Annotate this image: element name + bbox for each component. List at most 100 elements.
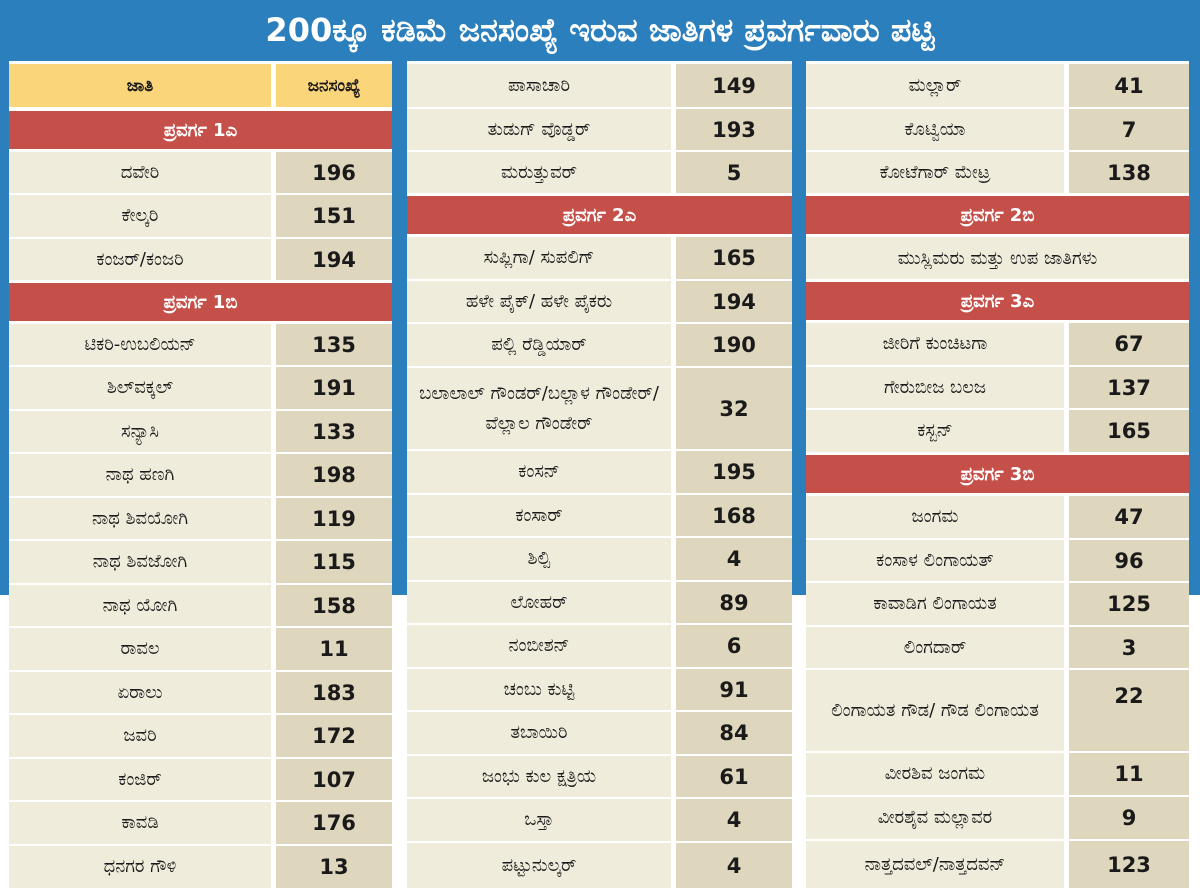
table-row: ಲಿಂಗದಾರ್ 3 bbox=[806, 627, 1189, 668]
caste-name: ಕಂಸಾಳ ಲಿಂಗಾಯತ್ bbox=[806, 540, 1069, 581]
table-row: ಸನ್ಯಾಸಿ 133 bbox=[9, 411, 392, 452]
population-count: 9 bbox=[1069, 797, 1189, 839]
caste-name: ಲಿಂಗದಾರ್ bbox=[806, 627, 1069, 668]
table-row: ಗೇರುಬೀಜ ಬಲಜ 137 bbox=[806, 367, 1189, 408]
table-row: ಶಿಲ್‌ವಕ್ಕಲ್ 191 bbox=[9, 367, 392, 409]
caste-name: ಕಾವಡಿ bbox=[9, 802, 276, 844]
caste-name: ಪಲ್ಲಿ ರೆಡ್ಡಿಯಾರ್ bbox=[407, 324, 676, 366]
population-count: 194 bbox=[676, 281, 792, 322]
caste-name: ನಾಥ ಶಿವಯೋಗಿ bbox=[9, 498, 276, 539]
caste-name: ನಾಥ ಶಿವಜೋಗಿ bbox=[9, 541, 276, 583]
population-count: 22 bbox=[1069, 670, 1189, 751]
population-count: 91 bbox=[676, 669, 792, 710]
header-population: ಜನಸಂಖ್ಯೆ bbox=[276, 64, 392, 107]
table-row: ಪಲ್ಲಿ ರೆಡ್ಡಿಯಾರ್ 190 bbox=[407, 324, 792, 366]
table-row: ಮರುತ್ತುವರ್ 5 bbox=[407, 152, 792, 193]
population-count: 107 bbox=[276, 759, 392, 800]
table-row: ಹಳೇ ಪೈಕ್/ ಹಳೇ ಪೈಕರು 194 bbox=[407, 281, 792, 322]
population-count: 96 bbox=[1069, 540, 1189, 581]
population-count: 191 bbox=[276, 367, 392, 409]
caste-name: ಶಿಲ್ಪಿ bbox=[407, 538, 676, 580]
caste-name: ಜವರಿ bbox=[9, 715, 276, 757]
caste-name: ಸುಪ್ಲಿಗಾ/ ಸುಪಲಿಗ್ bbox=[407, 237, 676, 279]
caste-name: ನಾಥ ಹಣಗಿ bbox=[9, 454, 276, 496]
table-row: ಕಾವಾಡಿಗ ಲಿಂಗಾಯತ 125 bbox=[806, 583, 1189, 625]
column-1: ಜಾತಿ ಜನಸಂಖ್ಯೆ ಪ್ರವರ್ಗ 1ಎ ದವೇರಿ 196 ಕೇಲ್ಕ… bbox=[9, 61, 392, 891]
caste-name: ಲೋಹರ್ bbox=[407, 582, 676, 623]
population-count: 13 bbox=[276, 846, 392, 888]
population-count: 67 bbox=[1069, 323, 1189, 365]
caste-name: ಜೀರಿಗೆ ಕುಂಚಿಟಗಾ bbox=[806, 323, 1069, 365]
caste-name: ಮಲ್ಲಾರ್ bbox=[806, 64, 1069, 107]
table-row: ಲೋಹರ್ 89 bbox=[407, 582, 792, 623]
table-row: ಕಂಜಿರ್ 107 bbox=[9, 759, 392, 800]
section-header-3b: ಪ್ರವರ್ಗ 3ಬಿ bbox=[806, 455, 1189, 493]
table-row: ಕಂಸಾರ್ 168 bbox=[407, 495, 792, 536]
table-row: ನಾಥ ಯೋಗಿ 158 bbox=[9, 585, 392, 626]
column-2: ಪಾಸಾಚಾರಿ 149 ತುಡುಗ್ ವೊಡ್ಡರ್ 193 ಮರುತ್ತುವ… bbox=[407, 61, 792, 891]
population-count: 41 bbox=[1069, 64, 1189, 107]
section-header-1a: ಪ್ರವರ್ಗ 1ಎ bbox=[9, 111, 392, 149]
caste-name: ಧನಗರ ಗೌಳಿ bbox=[9, 846, 276, 888]
table-row: ಧನಗರ ಗೌಳಿ 13 bbox=[9, 846, 392, 888]
population-count: 119 bbox=[276, 498, 392, 539]
caste-name: ಕಂಸನ್ bbox=[407, 451, 676, 493]
table-row: ತುಡುಗ್ ವೊಡ್ಡರ್ 193 bbox=[407, 109, 792, 150]
table-row: ನಾಥ ಶಿವಜೋಗಿ 115 bbox=[9, 541, 392, 583]
table-row: ಸುಪ್ಲಿಗಾ/ ಸುಪಲಿಗ್ 165 bbox=[407, 237, 792, 279]
column-3: ಮಲ್ಲಾರ್ 41 ಕೊಟ್ವಿಯಾ 7 ಕೋಟೆಗಾರ್ ಮೇಟ್ರ 138… bbox=[806, 61, 1189, 891]
table-row: ನಾಥ ಶಿವಯೋಗಿ 119 bbox=[9, 498, 392, 539]
table-header: ಜಾತಿ ಜನಸಂಖ್ಯೆ bbox=[9, 64, 392, 107]
caste-name: ಲಿಂಗಾಯತ ಗೌಡ/ ಗೌಡ ಲಿಂಗಾಯತ bbox=[806, 670, 1069, 751]
page-title: 200ಕ್ಕೂ ಕಡಿಮೆ ಜನಸಂಖ್ಯೆ ಇರುವ ಜಾತಿಗಳ ಪ್ರವರ… bbox=[265, 11, 935, 49]
caste-name: ಕೇಲ್ಕರಿ bbox=[9, 195, 276, 237]
table-row: ನಾತ್ತದವಲ್/ನಾತ್ತದವನ್ 123 bbox=[806, 841, 1189, 888]
table-row: ವೀರಶೈವ ಮಲ್ಲಾವರ 9 bbox=[806, 797, 1189, 839]
table-row: ಜಂಭು ಕುಲ ಕ್ಷತ್ರಿಯ 61 bbox=[407, 756, 792, 797]
caste-name: ಜಂಗಮ bbox=[806, 496, 1069, 538]
header-caste: ಜಾತಿ bbox=[9, 64, 276, 107]
caste-name: ವೀರಶಿವ ಜಂಗಮ bbox=[806, 753, 1069, 795]
population-count: 84 bbox=[676, 712, 792, 754]
table-row: ಟಿಕರಿ-ಉಬಲಿಯನ್ 135 bbox=[9, 324, 392, 365]
population-count: 123 bbox=[1069, 841, 1189, 888]
caste-name: ಶಿಲ್‌ವಕ್ಕಲ್ bbox=[9, 367, 276, 409]
table-row: ತಬಾಯಿರಿ 84 bbox=[407, 712, 792, 754]
population-count: 4 bbox=[676, 538, 792, 580]
population-count: 47 bbox=[1069, 496, 1189, 538]
population-count: 165 bbox=[676, 237, 792, 279]
caste-name: ಹಳೇ ಪೈಕ್/ ಹಳೇ ಪೈಕರು bbox=[407, 281, 676, 322]
population-count: 89 bbox=[676, 582, 792, 623]
caste-name: ಕಸ್ಬನ್ bbox=[806, 410, 1069, 452]
table-row: ಮುಸ್ಲಿಮರು ಮತ್ತು ಉಪ ಜಾತಿಗಳು bbox=[806, 237, 1189, 279]
caste-name: ಪಾಸಾಚಾರಿ bbox=[407, 64, 676, 107]
table-row: ವೀರಶಿವ ಜಂಗಮ 11 bbox=[806, 753, 1189, 795]
caste-name: ಜಂಭು ಕುಲ ಕ್ಷತ್ರಿಯ bbox=[407, 756, 676, 797]
population-count: 190 bbox=[676, 324, 792, 366]
table-row: ಜಂಗಮ 47 bbox=[806, 496, 1189, 538]
population-count: 193 bbox=[676, 109, 792, 150]
table-row: ಕಾವಡಿ 176 bbox=[9, 802, 392, 844]
caste-name: ನಾಥ ಯೋಗಿ bbox=[9, 585, 276, 626]
population-count: 125 bbox=[1069, 583, 1189, 625]
table-row: ನಾಥ ಹಣಗಿ 198 bbox=[9, 454, 392, 496]
population-count: 158 bbox=[276, 585, 392, 626]
caste-name: ತಬಾಯಿರಿ bbox=[407, 712, 676, 754]
population-count: 32 bbox=[676, 368, 792, 449]
population-count: 115 bbox=[276, 541, 392, 583]
population-count: 138 bbox=[1069, 152, 1189, 193]
population-count: 198 bbox=[276, 454, 392, 496]
table-row: ಕೋಟೆಗಾರ್ ಮೇಟ್ರ 138 bbox=[806, 152, 1189, 193]
table-row: ಜೀರಿಗೆ ಕುಂಚಿಟಗಾ 67 bbox=[806, 323, 1189, 365]
caste-name: ಗೇರುಬೀಜ ಬಲಜ bbox=[806, 367, 1069, 408]
table-row: ಜವರಿ 172 bbox=[9, 715, 392, 757]
caste-name: ಪಟ್ಟುನುಲ್ಕರ್ bbox=[407, 843, 676, 888]
population-count: 5 bbox=[676, 152, 792, 193]
table-row: ಕೊಟ್ವಿಯಾ 7 bbox=[806, 109, 1189, 150]
table-row: ಕಂಜರ್/ಕಂಜರಿ 194 bbox=[9, 239, 392, 280]
section-header-3a: ಪ್ರವರ್ಗ 3ಎ bbox=[806, 282, 1189, 320]
muslim-subcastes: ಮುಸ್ಲಿಮರು ಮತ್ತು ಉಪ ಜಾತಿಗಳು bbox=[806, 237, 1189, 279]
population-count: 4 bbox=[676, 843, 792, 888]
population-count: 11 bbox=[1069, 753, 1189, 795]
population-count: 6 bbox=[676, 625, 792, 667]
